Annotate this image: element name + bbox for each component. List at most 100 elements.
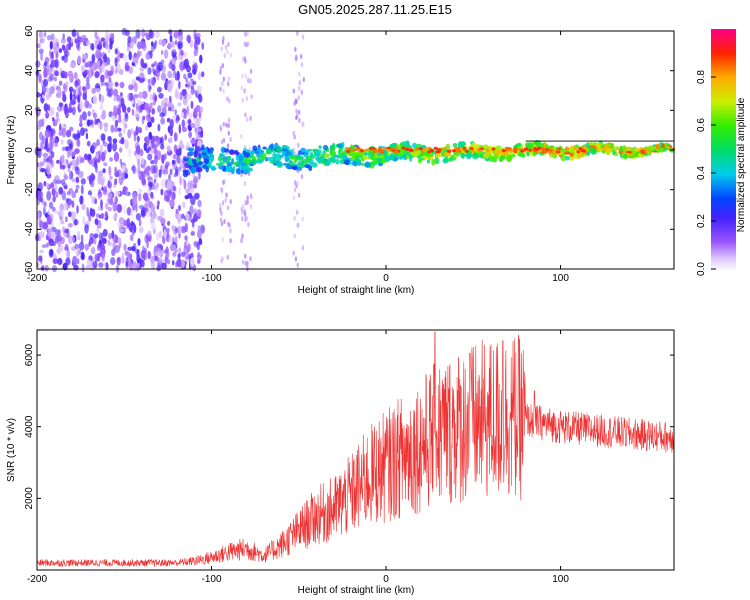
noise-cell — [197, 229, 202, 239]
noise-cell — [190, 100, 194, 109]
noise-cell — [64, 184, 68, 190]
signal-cell — [425, 153, 432, 158]
signal-cell — [231, 171, 235, 175]
noise-cell — [297, 222, 300, 228]
noise-cell — [54, 175, 60, 182]
signal-cell — [188, 156, 193, 164]
noise-cell — [97, 122, 101, 129]
noise-cell — [49, 40, 53, 50]
noise-cell — [62, 94, 67, 103]
noise-cell — [179, 48, 183, 56]
x-tick-label: 100 — [552, 273, 569, 284]
noise-cell — [240, 206, 243, 212]
noise-cell — [76, 139, 81, 147]
signal-cell — [615, 146, 621, 150]
noise-cell — [293, 215, 296, 221]
noise-cell — [61, 73, 66, 79]
noise-cell — [74, 166, 79, 171]
noise-cell — [226, 205, 230, 211]
noise-cell — [52, 133, 56, 142]
noise-cell — [124, 250, 129, 256]
y-tick-label: -20 — [24, 182, 35, 197]
noise-cell — [167, 220, 171, 226]
noise-cell — [141, 177, 147, 186]
noise-cell — [181, 144, 185, 149]
noise-cell — [160, 217, 166, 226]
noise-cell — [175, 208, 179, 214]
noise-cell — [183, 73, 187, 80]
noise-cell — [223, 219, 226, 224]
noise-cell — [156, 200, 160, 206]
noise-cell — [190, 87, 195, 95]
noise-cell — [35, 60, 41, 68]
noise-cell — [154, 94, 158, 102]
noise-cell — [246, 195, 249, 201]
signal-cell — [233, 161, 240, 166]
noise-cell — [133, 224, 137, 234]
noise-cell — [171, 159, 176, 164]
noise-cell — [71, 159, 77, 166]
noise-cell — [185, 213, 190, 221]
noise-cell — [71, 200, 75, 208]
noise-cell — [229, 52, 232, 58]
signal-cell — [590, 149, 597, 153]
noise-cell — [99, 94, 105, 104]
noise-cell — [61, 44, 66, 51]
noise-cell — [99, 144, 103, 154]
noise-cell — [155, 251, 160, 257]
noise-cell — [186, 34, 192, 43]
y-tick-label: -40 — [24, 222, 35, 237]
signal-cell — [243, 152, 251, 158]
signal-cell — [453, 155, 458, 158]
signal-cell — [627, 147, 632, 152]
signal-peak-cell — [386, 148, 391, 152]
signal-cell — [658, 147, 664, 153]
noise-cell — [133, 94, 139, 99]
noise-cell — [189, 39, 193, 48]
signal-cell — [183, 157, 190, 162]
noise-cell — [154, 155, 158, 165]
noise-cell — [127, 106, 131, 113]
snr-x-ticks: -200 -100 0 100 — [27, 330, 569, 585]
noise-cell — [65, 257, 71, 266]
noise-cell — [171, 260, 175, 266]
noise-cell — [97, 206, 101, 211]
noise-cell — [171, 104, 175, 113]
noise-cell — [244, 112, 247, 118]
noise-cell — [54, 209, 59, 215]
noise-cell — [79, 114, 83, 124]
noise-cell — [295, 108, 298, 114]
noise-cell — [249, 78, 252, 84]
noise-cell — [293, 134, 296, 140]
noise-cell — [159, 208, 165, 217]
signal-cell — [459, 141, 467, 147]
noise-cell — [43, 157, 47, 163]
noise-cell — [168, 235, 174, 244]
noise-cell — [178, 168, 181, 179]
noise-cell — [240, 134, 243, 139]
noise-cell — [94, 71, 100, 78]
noise-cell — [183, 241, 187, 250]
noise-cell — [219, 69, 222, 75]
noise-cell — [61, 146, 66, 152]
noise-cell — [191, 68, 197, 74]
noise-cell — [219, 65, 222, 71]
signal-peak-cell — [533, 147, 538, 151]
noise-cell — [177, 42, 183, 49]
noise-cell — [147, 67, 152, 75]
noise-cell — [174, 37, 178, 45]
noise-cell — [196, 38, 201, 46]
noise-cell — [174, 235, 178, 245]
noise-cell — [135, 108, 140, 118]
noise-cell — [41, 264, 45, 272]
noise-cell — [86, 207, 89, 217]
noise-cell — [100, 37, 106, 42]
noise-cell — [57, 105, 60, 111]
noise-cell — [38, 255, 43, 262]
signal-cell — [348, 161, 352, 165]
noise-cell — [98, 214, 102, 219]
signal-cell — [517, 152, 522, 157]
noise-cell — [244, 199, 247, 205]
signal-cell — [276, 160, 282, 165]
noise-cell — [43, 103, 49, 112]
